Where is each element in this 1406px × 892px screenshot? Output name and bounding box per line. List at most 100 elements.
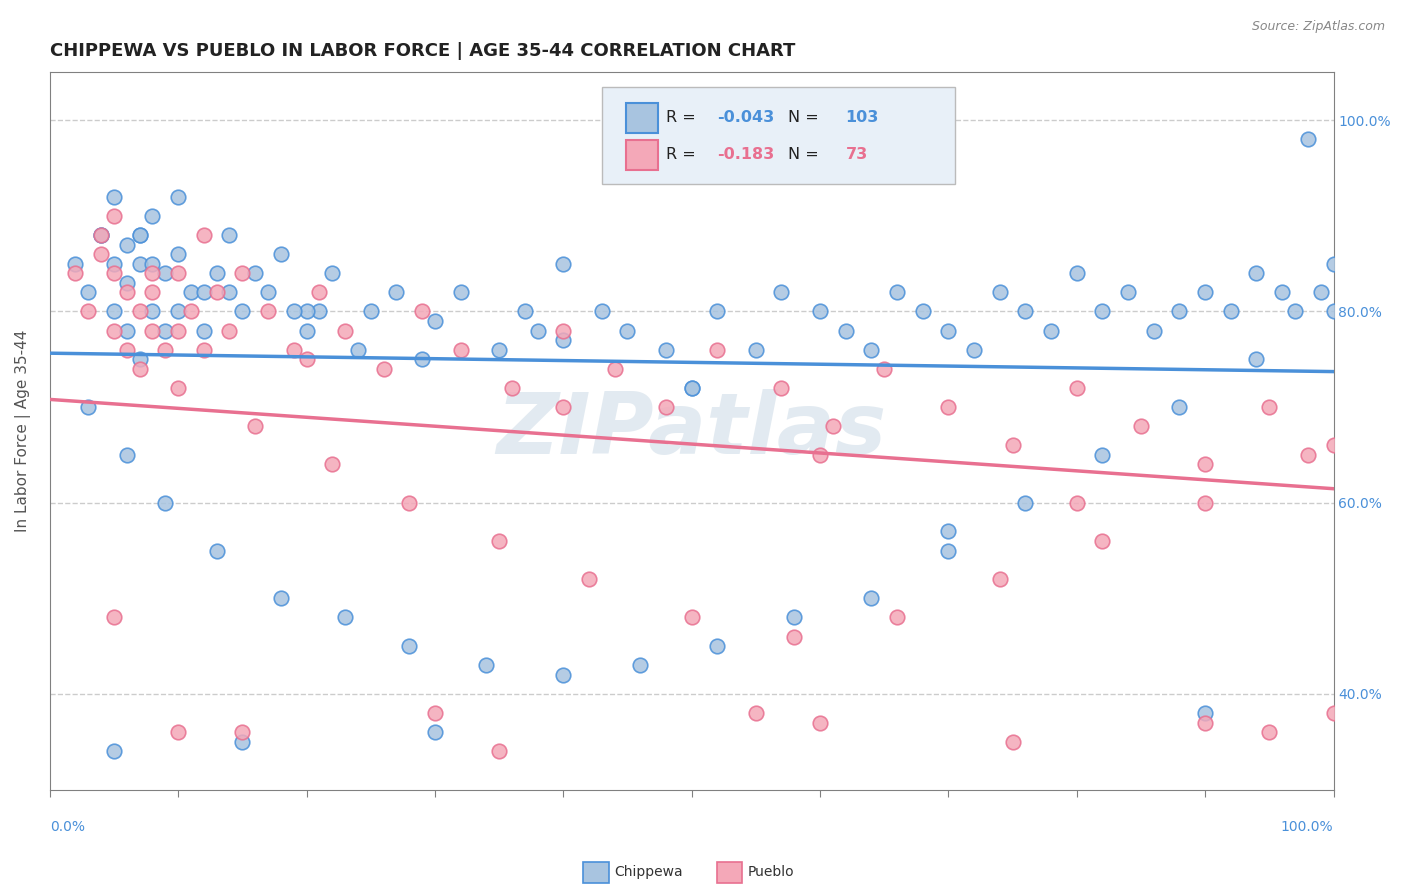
Point — [1246, 352, 1268, 367]
Point — [1001, 735, 1024, 749]
Point — [257, 304, 280, 318]
Text: 103: 103 — [845, 110, 879, 125]
Point — [1322, 438, 1344, 452]
Point — [1194, 715, 1216, 730]
Point — [553, 668, 575, 682]
Point — [141, 266, 163, 280]
Point — [257, 285, 280, 300]
Point — [501, 381, 523, 395]
Point — [808, 304, 831, 318]
Point — [218, 285, 240, 300]
Text: R =: R = — [666, 147, 700, 162]
Point — [681, 381, 703, 395]
Point — [308, 285, 330, 300]
Point — [1168, 304, 1191, 318]
Text: N =: N = — [787, 147, 824, 162]
Point — [411, 304, 433, 318]
Point — [128, 352, 150, 367]
Point — [283, 343, 305, 357]
Point — [616, 324, 638, 338]
Point — [1194, 285, 1216, 300]
Point — [1129, 419, 1152, 434]
Text: 73: 73 — [845, 147, 868, 162]
Point — [141, 285, 163, 300]
Point — [115, 448, 138, 462]
Point — [90, 227, 112, 242]
Point — [90, 247, 112, 261]
FancyBboxPatch shape — [626, 103, 658, 133]
Point — [295, 352, 318, 367]
Point — [1284, 304, 1306, 318]
Point — [423, 706, 446, 720]
Point — [591, 304, 613, 318]
Point — [821, 419, 844, 434]
Point — [911, 304, 934, 318]
Point — [205, 543, 228, 558]
Point — [411, 352, 433, 367]
Point — [193, 227, 215, 242]
Point — [295, 324, 318, 338]
Point — [655, 343, 678, 357]
Point — [628, 658, 651, 673]
Point — [103, 610, 125, 624]
Point — [450, 285, 472, 300]
Point — [128, 361, 150, 376]
Point — [167, 324, 190, 338]
Point — [706, 343, 728, 357]
Point — [193, 285, 215, 300]
Point — [193, 343, 215, 357]
Point — [578, 572, 600, 586]
Point — [141, 304, 163, 318]
Text: N =: N = — [787, 110, 824, 125]
Point — [167, 725, 190, 739]
Point — [1040, 324, 1063, 338]
Point — [783, 630, 806, 644]
Point — [321, 458, 343, 472]
Text: CHIPPEWA VS PUEBLO IN LABOR FORCE | AGE 35-44 CORRELATION CHART: CHIPPEWA VS PUEBLO IN LABOR FORCE | AGE … — [49, 42, 796, 60]
Point — [115, 343, 138, 357]
Point — [218, 227, 240, 242]
Point — [90, 227, 112, 242]
Point — [308, 304, 330, 318]
Point — [1194, 458, 1216, 472]
Y-axis label: In Labor Force | Age 35-44: In Labor Force | Age 35-44 — [15, 330, 31, 533]
Point — [681, 381, 703, 395]
Point — [553, 400, 575, 414]
Point — [231, 304, 253, 318]
Point — [553, 324, 575, 338]
Point — [115, 324, 138, 338]
Point — [553, 257, 575, 271]
Point — [231, 735, 253, 749]
Point — [360, 304, 382, 318]
Point — [1271, 285, 1294, 300]
Point — [155, 343, 177, 357]
Point — [1168, 400, 1191, 414]
Point — [808, 448, 831, 462]
Point — [103, 304, 125, 318]
Point — [603, 361, 626, 376]
Point — [155, 266, 177, 280]
Point — [1258, 400, 1281, 414]
Point — [141, 257, 163, 271]
Point — [283, 304, 305, 318]
Point — [488, 343, 510, 357]
Point — [205, 285, 228, 300]
Point — [321, 266, 343, 280]
Point — [65, 257, 87, 271]
Point — [77, 400, 100, 414]
Point — [1014, 496, 1036, 510]
Point — [488, 744, 510, 758]
Point — [243, 419, 266, 434]
Point — [128, 227, 150, 242]
Point — [115, 237, 138, 252]
Point — [488, 533, 510, 548]
Point — [141, 209, 163, 223]
Point — [526, 324, 548, 338]
Text: Source: ZipAtlas.com: Source: ZipAtlas.com — [1251, 20, 1385, 33]
Point — [1322, 304, 1344, 318]
Point — [155, 496, 177, 510]
Point — [1116, 285, 1139, 300]
Point — [745, 706, 768, 720]
Point — [770, 381, 793, 395]
Text: Chippewa: Chippewa — [614, 865, 683, 880]
